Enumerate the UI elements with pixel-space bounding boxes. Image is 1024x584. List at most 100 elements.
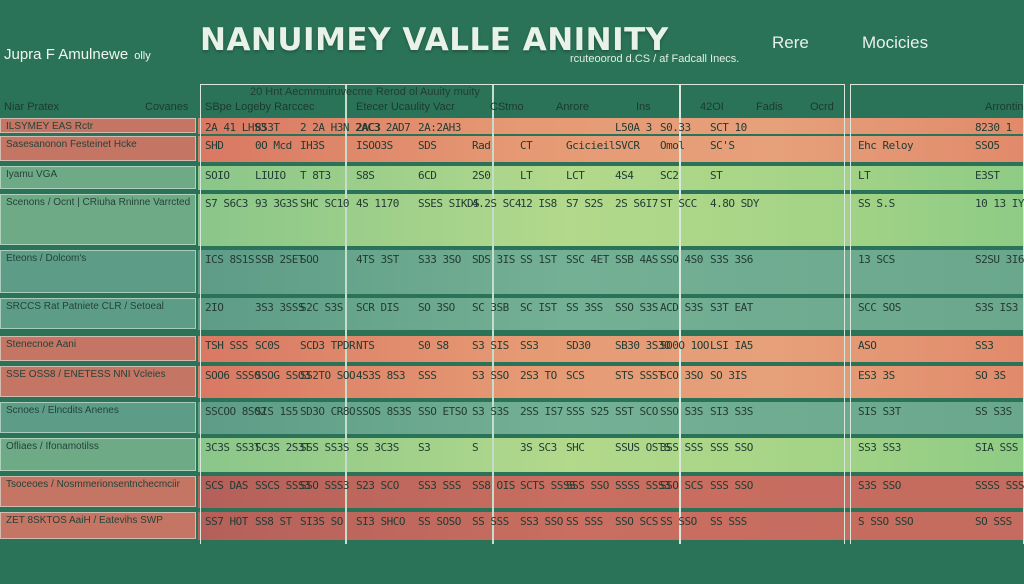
table-cell: 4S3S 8S3 [356,369,405,382]
table-cell: SC3S 2S3T [255,441,311,454]
table-cell: SD3O CR8O [300,405,356,418]
table-cell: Ehc Reloy [858,139,914,152]
table-cell: 3S SC3 [520,441,557,454]
table-cell: SB30 3S30 [615,339,671,352]
table-cell: S33 3SO [418,253,461,266]
table-cell: S3S 3S6 [710,253,753,266]
column-header[interactable]: Anrore [556,101,590,113]
table-cell: 4TS 3ST [356,253,399,266]
column-header[interactable]: Etecer Ucaulity Vacr [356,101,455,113]
table-cell: SS2TO SOO [300,369,356,382]
table-cell: SOIO [205,169,230,182]
sidebar-item[interactable] [0,512,196,539]
table-cell: S0 S8 [418,339,449,352]
table-row-band [198,512,1024,540]
table-cell: S2C S3S [300,301,343,314]
table-cell: IH3S [300,139,325,152]
sidebar-item[interactable] [0,402,196,433]
table-cell: 4S4 [615,169,634,182]
table-cell: SSS [418,369,437,382]
table-cell: SST SCO [615,405,658,418]
table-row-band [198,402,1024,434]
table-cell: 2AC3 [356,121,381,134]
table-cell: SOO6 SSS0 [205,369,261,382]
nav-link-mocicies[interactable]: Mocicies [862,33,929,52]
sidebar-item[interactable] [0,366,196,397]
table-cell: SSO SCS [615,515,658,528]
table-cell: SHC [566,441,585,454]
table-cell: 3C3S SS3T [205,441,261,454]
table-cell: SSCS SSS3 [255,479,311,492]
sidebar-item[interactable] [0,136,196,161]
column-header[interactable]: Ins [636,101,651,113]
sidebar-item[interactable] [0,298,196,329]
mid-pane-border [680,84,845,544]
table-cell: Omol [660,139,685,152]
column-header[interactable]: SBpe Logeby Rarccec [205,101,315,113]
table-cell: LT [520,169,533,182]
sidebar-item[interactable] [0,476,196,507]
column-header[interactable]: Arrontin [985,101,1024,113]
table-cell: S23 SCO [356,479,399,492]
table-cell: SCS DAS [205,479,248,492]
table-cell: SDS 3IS [472,253,515,266]
table-cell: 4.8O SDY [710,197,759,210]
sidebar-item-label: Eteons / Dolcom's [6,253,87,264]
table-cell: Rad [472,139,491,152]
sidebar-item[interactable] [0,194,196,245]
sidebar-item[interactable] [0,118,196,133]
table-cell: TSH SSS [205,339,248,352]
table-cell: 8230 1 [975,121,1012,134]
table-cell: SCTS SSSS [520,479,576,492]
table-cell: S8S [356,169,375,182]
table-cell: LSI IA5 [710,339,753,352]
sidebar-item[interactable] [0,438,196,471]
table-cell: SC2 [660,169,679,182]
table-cell: SSCOO 8S02 [205,405,267,418]
brand-small-text: olly [134,50,151,62]
main-pane-border [200,84,680,544]
sidebar-item[interactable] [0,336,196,361]
table-cell: SI3 SHCO [356,515,405,528]
table-cell: S SSO SSO [858,515,914,528]
table-row-band [198,118,1024,134]
table-cell: 4S 1170 [356,197,399,210]
column-header[interactable]: 42OI [700,101,724,113]
table-cell: SI3S SO [300,515,343,528]
table-row-band [198,366,1024,398]
table-row-band [198,136,1024,162]
table-row-band [198,336,1024,362]
column-header[interactable]: CStmo [490,101,524,113]
table-cell: SCC SOS [858,301,901,314]
table-cell: 2 2A H3N 2AC3 2AD7 [300,121,411,134]
column-header[interactable]: Ocrd [810,101,834,113]
table-cell: SSS S25 [566,405,609,418]
table-cell: SSS SSO [710,479,753,492]
table-cell: SS3 [520,339,539,352]
table-cell: SCS [566,369,585,382]
table-cell: E3ST [975,169,1000,182]
table-cell: SCR DIS [356,301,399,314]
table-cell: SSO S3S [615,301,658,314]
sidebar-item-label: Scnoes / Elncdits Anenes [6,405,119,416]
sidebar-item[interactable] [0,166,196,189]
table-cell: 2S0 [472,169,491,182]
table-cell: 2A:2AH3 [418,121,461,134]
sidebar-item-label: ILSYMEY EAS Rctr [6,121,94,132]
table-cell: SSO SSS3 [300,479,349,492]
table-cell: SS3 SSO [520,515,563,528]
table-cell: SC 3SB [472,301,509,314]
table-header-line: 20 Hnt Aecmmuiruvecme Rerod ol Auuity mu… [250,86,480,98]
app-title: NANUIMEY VALLE ANINITY [200,22,669,58]
table-cell: SS 1ST [520,253,557,266]
table-cell: SC'S [710,139,735,152]
column-divider [345,84,347,544]
sidebar-item[interactable] [0,250,196,293]
table-cell: SS8 ST [255,515,292,528]
table-cell: 8S3T [255,121,280,134]
column-header[interactable]: Fadis [756,101,783,113]
nav-link-rere[interactable]: Rere [772,33,809,52]
sidebar-item-label: Ofliaes / Ifonamotilss [6,441,99,452]
table-cell: 3S3 3SSS [255,301,304,314]
table-cell: ES3 3S [858,369,895,382]
